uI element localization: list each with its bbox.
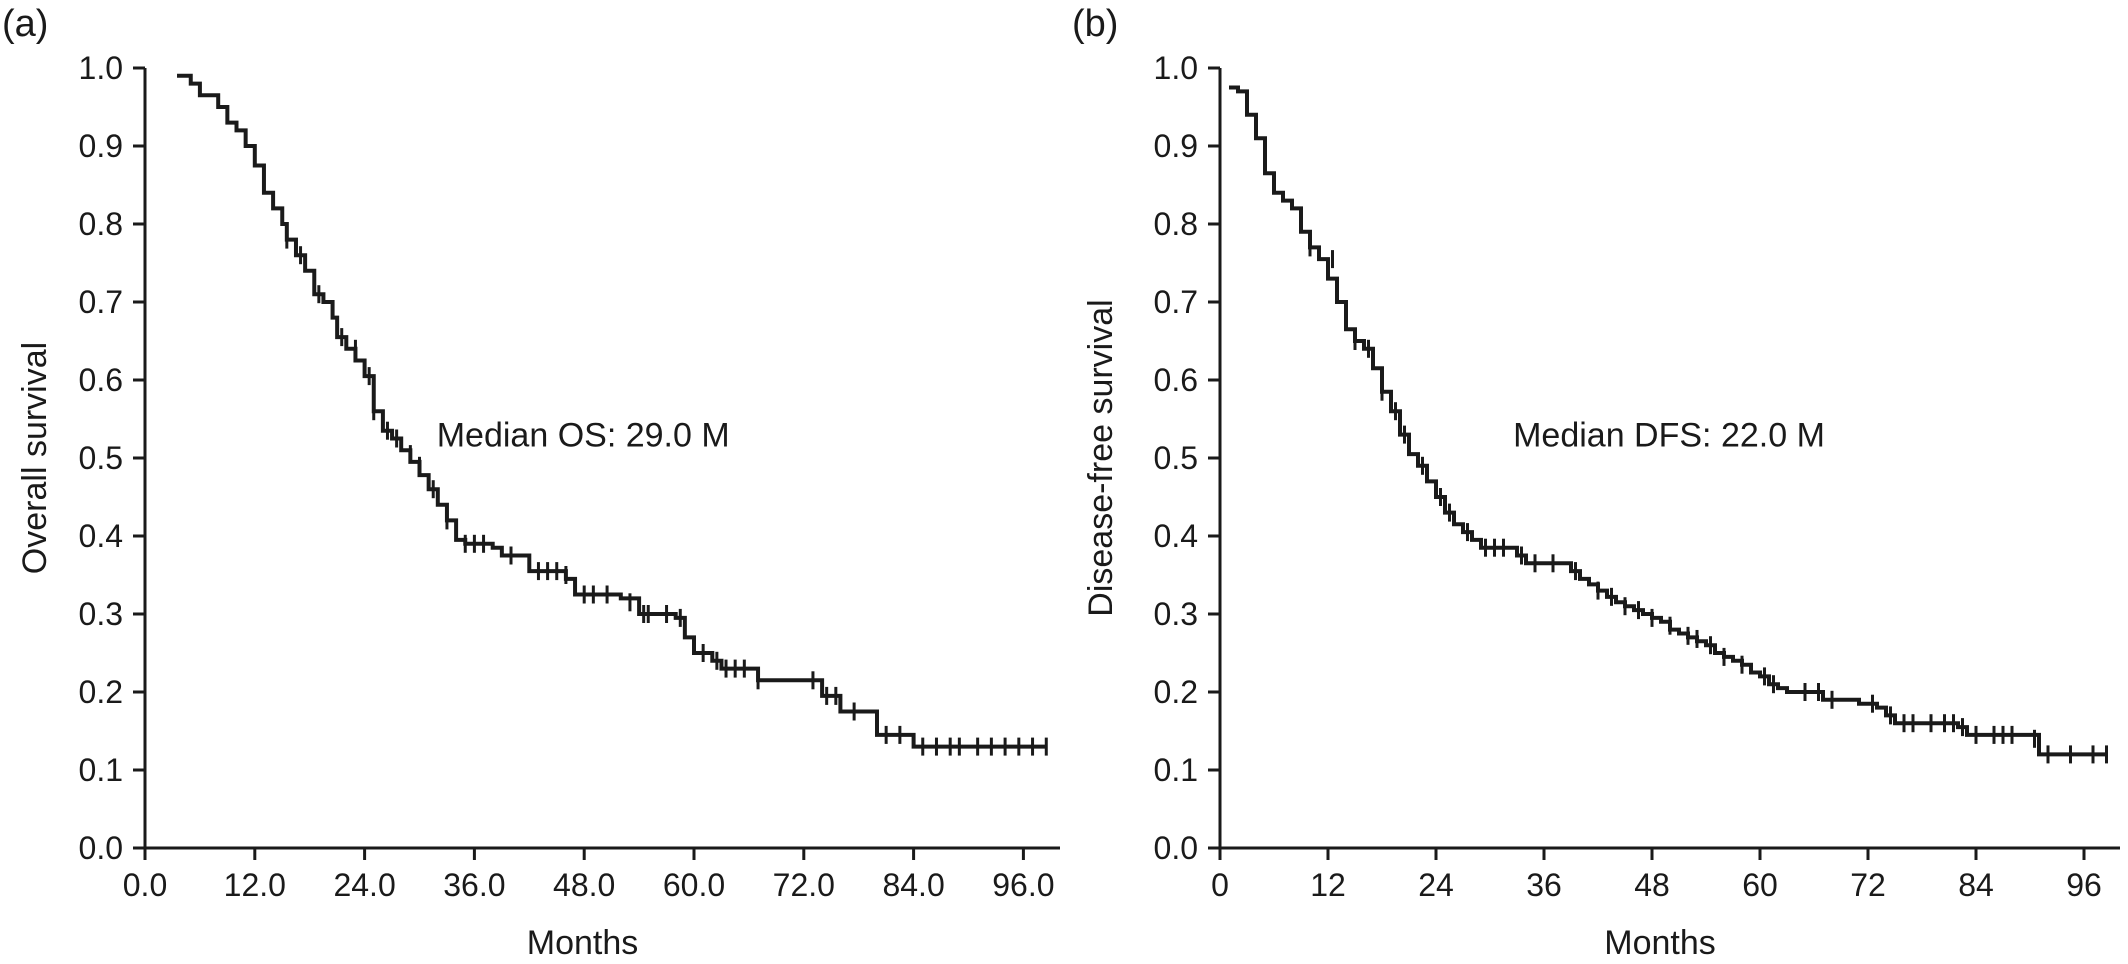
- panel-b-survival-curve: [1229, 85, 2107, 757]
- panel-b-x-axis-title: Months: [1604, 924, 1716, 962]
- panel-a-x-tick-label: 96.0: [992, 867, 1054, 903]
- panel-a-y-tick-label: 0.8: [79, 206, 123, 242]
- panel-a-y-axis-title: Overall survival: [16, 342, 54, 574]
- panel-b-x-tick-label: 84: [1958, 867, 1994, 903]
- panel-a-letter: (a): [2, 3, 48, 45]
- panel-a-y-tick-label: 0.2: [79, 674, 123, 710]
- panel-a-y-tick-label: 0.9: [79, 128, 123, 164]
- panel-a-x-tick-label: 84.0: [882, 867, 944, 903]
- panel-b-x-tick-label: 48: [1634, 867, 1670, 903]
- panel-b-x-tick-label: 60: [1742, 867, 1778, 903]
- panel-b-y-tick-label: 0.4: [1154, 518, 1198, 554]
- panel-a-annotation: Median OS: 29.0 M: [437, 417, 730, 455]
- panel-a-y-tick-label: 0.7: [79, 284, 123, 320]
- panel-a-overall-survival: (a) Median OS: 29.0 M Months Overall sur…: [2, 3, 1060, 962]
- panel-a-y-tick-label: 0.1: [79, 752, 123, 788]
- panel-b-y-tick-label: 0.2: [1154, 674, 1198, 710]
- panel-a-x-tick-label: 36.0: [443, 867, 505, 903]
- panel-a-x-tick-label: 0.0: [123, 867, 167, 903]
- panel-a-x-tick-label: 72.0: [773, 867, 835, 903]
- panel-b-x-tick-label: 12: [1310, 867, 1346, 903]
- panel-b-x-tick-label: 96: [2066, 867, 2102, 903]
- panel-b-x-tick-label: 24: [1418, 867, 1454, 903]
- panel-a-x-tick-label: 48.0: [553, 867, 615, 903]
- panel-b-y-tick-label: 1.0: [1154, 50, 1198, 86]
- panel-a-y-tick-label: 0.4: [79, 518, 123, 554]
- panel-b-x-tick-label: 36: [1526, 867, 1562, 903]
- panel-b-y-tick-label: 0.5: [1154, 440, 1198, 476]
- panel-b-y-tick-label: 0.8: [1154, 206, 1198, 242]
- panel-a-y-tick-label: 0.3: [79, 596, 123, 632]
- panel-b-y-tick-label: 0.6: [1154, 362, 1198, 398]
- panel-b-y-tick-label: 0.7: [1154, 284, 1198, 320]
- panel-b-y-tick-label: 0.0: [1154, 830, 1198, 866]
- panel-a-y-tick-label: 1.0: [79, 50, 123, 86]
- panel-a-x-tick-label: 12.0: [224, 867, 286, 903]
- panel-a-y-tick-label: 0.5: [79, 440, 123, 476]
- panel-b-x-tick-label: 0: [1211, 867, 1229, 903]
- panel-b-disease-free-survival: (b) Median DFS: 22.0 M Months Disease-fr…: [1072, 3, 2120, 962]
- panel-b-letter: (b): [1072, 3, 1118, 45]
- panel-a-y-tick-label: 0.6: [79, 362, 123, 398]
- panel-b-y-axis-title: Disease-free survival: [1082, 299, 1120, 616]
- panel-b-x-tick-label: 72: [1850, 867, 1886, 903]
- panel-a-x-axis-title: Months: [527, 924, 639, 962]
- panel-a-x-tick-label: 24.0: [333, 867, 395, 903]
- panel-b-y-tick-label: 0.1: [1154, 752, 1198, 788]
- panel-b-y-tick-label: 0.9: [1154, 128, 1198, 164]
- panel-b-y-tick-label: 0.3: [1154, 596, 1198, 632]
- panel-a-survival-curve: [177, 73, 1047, 749]
- panel-b-annotation: Median DFS: 22.0 M: [1513, 417, 1825, 455]
- panel-a-y-tick-label: 0.0: [79, 830, 123, 866]
- panel-a-x-tick-label: 60.0: [663, 867, 725, 903]
